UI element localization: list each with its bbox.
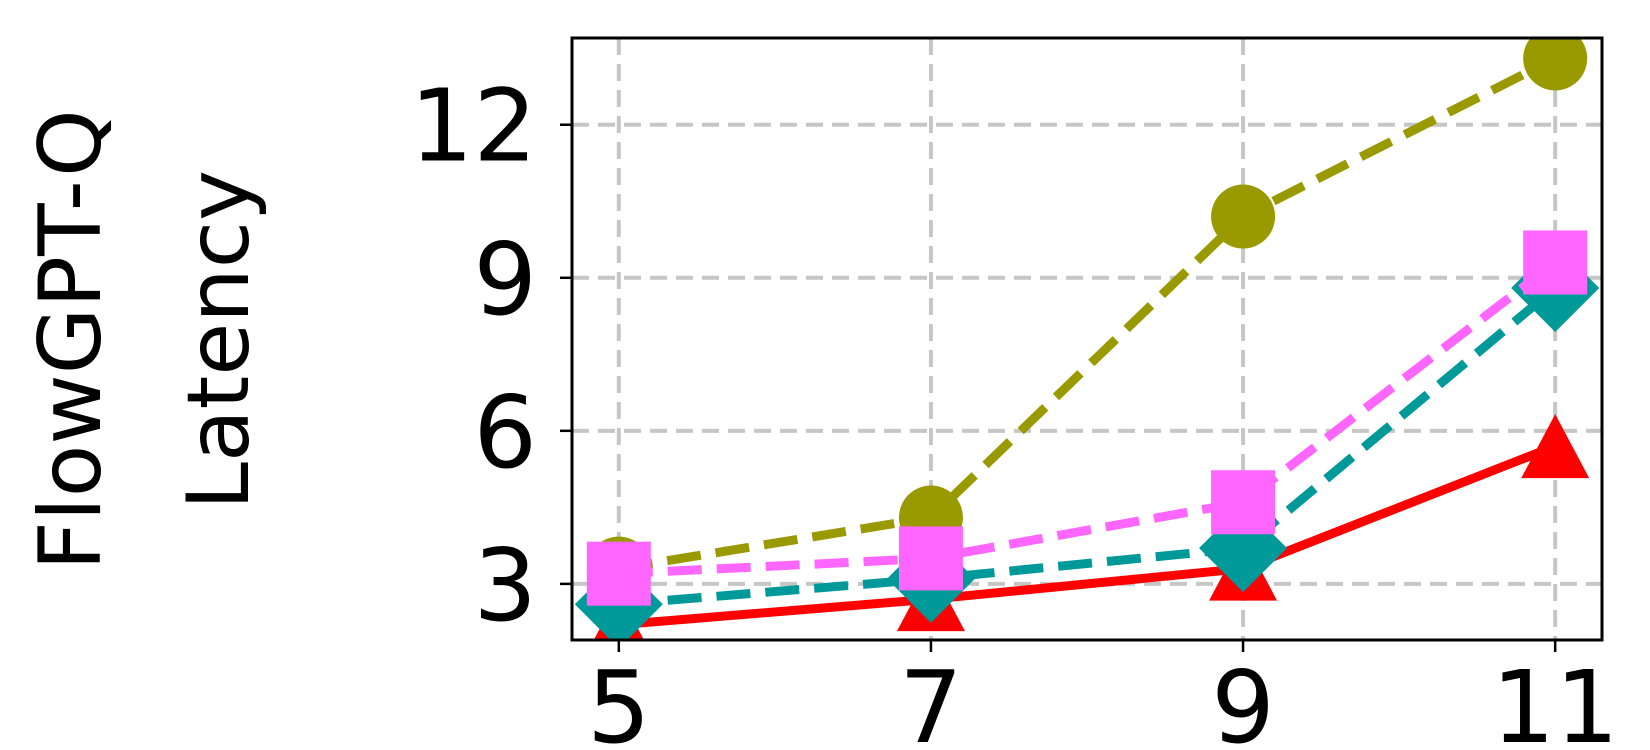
data-point-square bbox=[1211, 470, 1276, 535]
data-point-circle bbox=[1211, 184, 1276, 249]
y-axis-label-line-1: FlowGPT-Q bbox=[21, 109, 121, 570]
series-line bbox=[618, 258, 1558, 579]
x-tick-label: 5 bbox=[587, 649, 651, 750]
series-line bbox=[618, 441, 1557, 630]
data-point-square bbox=[898, 526, 963, 591]
y-tick-label: 12 bbox=[410, 68, 537, 185]
y-tick-label: 3 bbox=[473, 527, 537, 644]
y-tick-label: 9 bbox=[473, 221, 537, 338]
plot-frame bbox=[570, 36, 1604, 642]
data-point-square bbox=[1523, 230, 1588, 295]
series-line bbox=[618, 54, 1558, 574]
y-tick-label: 6 bbox=[473, 374, 537, 491]
y-axis-label-line-2: Latency bbox=[169, 170, 269, 510]
x-tick-label: 9 bbox=[1211, 649, 1275, 750]
series-line bbox=[618, 284, 1559, 609]
data-point-circle bbox=[1523, 38, 1588, 91]
y-axis-label: FlowGPT-Q Latency bbox=[21, 109, 269, 570]
series-triangle bbox=[593, 414, 1590, 640]
series-square bbox=[586, 230, 1588, 606]
x-tick-label: 7 bbox=[899, 649, 963, 750]
series-circle bbox=[586, 38, 1588, 601]
x-tick-label: 11 bbox=[1492, 649, 1619, 750]
data-point-square bbox=[586, 541, 651, 606]
data-series bbox=[574, 38, 1600, 640]
data-point-triangle bbox=[1521, 414, 1590, 479]
axis-ticks: 5 7 9 11 3 6 9 12 bbox=[410, 68, 1619, 750]
